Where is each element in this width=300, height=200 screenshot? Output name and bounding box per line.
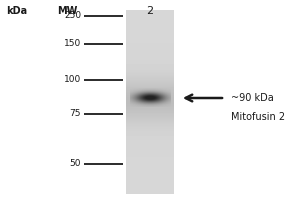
Text: kDa: kDa bbox=[6, 6, 27, 16]
Text: 50: 50 bbox=[70, 160, 81, 168]
Text: 250: 250 bbox=[64, 11, 81, 21]
Text: 150: 150 bbox=[64, 40, 81, 48]
Text: ~90 kDa: ~90 kDa bbox=[231, 93, 274, 103]
Text: Mitofusin 2: Mitofusin 2 bbox=[231, 112, 285, 122]
Text: 75: 75 bbox=[70, 109, 81, 118]
Text: 100: 100 bbox=[64, 75, 81, 84]
Text: MW: MW bbox=[57, 6, 77, 16]
Text: 2: 2 bbox=[146, 6, 154, 16]
